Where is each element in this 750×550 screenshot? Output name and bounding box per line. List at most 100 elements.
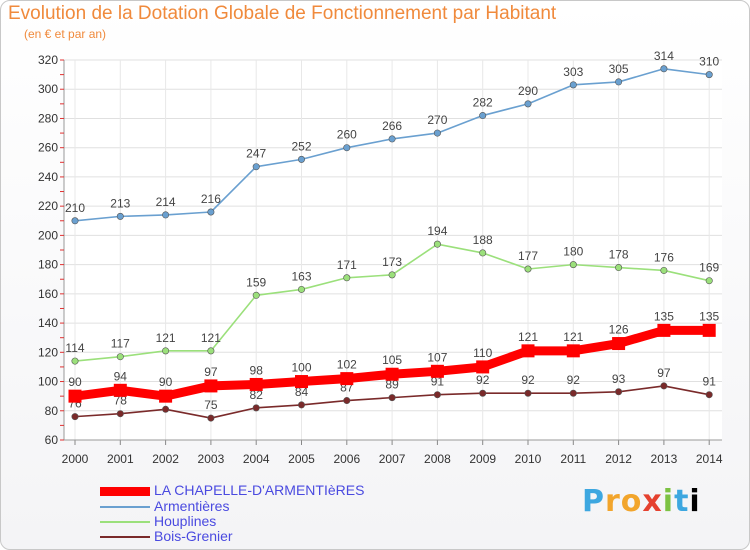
data-point (162, 347, 170, 355)
data-point (433, 129, 441, 137)
data-label: 121 (201, 331, 221, 345)
data-point (207, 414, 215, 422)
data-label: 78 (114, 394, 128, 408)
data-point (297, 155, 305, 163)
x-tick-label: 2014 (696, 452, 723, 466)
legend-label: Armentières (154, 498, 230, 514)
data-label: 169 (699, 261, 719, 275)
data-label: 107 (427, 350, 447, 364)
data-point (615, 388, 623, 396)
data-point (476, 360, 490, 374)
data-point (524, 389, 532, 397)
data-point (252, 163, 260, 171)
data-label: 121 (563, 330, 583, 344)
data-point (159, 389, 173, 403)
data-label: 75 (204, 398, 218, 412)
data-label: 92 (521, 373, 535, 387)
data-label: 98 (250, 363, 264, 377)
data-label: 121 (156, 331, 176, 345)
data-point (116, 353, 124, 361)
data-label: 97 (657, 366, 671, 380)
data-label: 100 (291, 361, 311, 375)
data-label: 84 (295, 385, 309, 399)
x-tick-label: 2010 (515, 452, 542, 466)
x-tick-label: 2009 (469, 452, 496, 466)
data-point (249, 377, 263, 391)
data-label: 310 (699, 55, 719, 69)
data-point (116, 410, 124, 418)
y-tick-label: 100 (38, 375, 58, 389)
legend-label: Houplines (154, 513, 217, 529)
data-label: 266 (382, 119, 402, 133)
data-point (204, 379, 218, 393)
legend-swatch-armentieres (100, 506, 150, 508)
data-point (615, 78, 623, 86)
data-point (340, 372, 354, 386)
y-tick-label: 120 (38, 345, 58, 359)
data-label: 90 (159, 375, 173, 389)
data-label: 97 (204, 365, 218, 379)
data-label: 90 (68, 375, 82, 389)
data-point (521, 344, 535, 358)
data-label: 216 (201, 192, 221, 206)
chart-title: Evolution de la Dotation Globale de Fonc… (8, 3, 557, 24)
data-point (566, 344, 580, 358)
data-label: 194 (427, 224, 447, 238)
data-point (343, 274, 351, 282)
data-label: 94 (114, 369, 128, 383)
data-point (705, 277, 713, 285)
data-point (68, 389, 82, 403)
data-point (705, 71, 713, 79)
legend-swatch-houplines (100, 521, 150, 523)
data-point (479, 112, 487, 120)
x-tick-label: 2004 (243, 452, 270, 466)
data-label: 290 (518, 84, 538, 98)
data-label: 270 (427, 113, 447, 127)
data-point (113, 383, 127, 397)
x-tick-label: 2005 (288, 452, 315, 466)
data-point (162, 405, 170, 413)
data-point (71, 217, 79, 225)
y-tick-label: 200 (38, 228, 58, 242)
data-label: 173 (382, 255, 402, 269)
data-label: 252 (291, 139, 311, 153)
data-point (702, 323, 716, 337)
y-tick-label: 180 (38, 258, 58, 272)
legend-swatch-bois-grenier (100, 536, 150, 538)
data-point (612, 337, 626, 351)
data-point (385, 367, 399, 381)
data-point (660, 382, 668, 390)
data-label: 247 (246, 147, 266, 161)
data-point (479, 389, 487, 397)
data-label: 305 (609, 62, 629, 76)
x-tick-label: 2008 (424, 452, 451, 466)
x-tick-label: 2012 (605, 452, 632, 466)
data-label: 176 (654, 250, 674, 264)
data-label: 126 (609, 323, 629, 337)
data-point (479, 249, 487, 257)
data-point (297, 285, 305, 293)
data-point (116, 212, 124, 220)
y-tick-label: 280 (38, 111, 58, 125)
data-label: 260 (337, 128, 357, 142)
data-point (252, 291, 260, 299)
data-label: 163 (291, 269, 311, 283)
data-point (71, 357, 79, 365)
data-point (207, 347, 215, 355)
data-label: 117 (111, 337, 130, 351)
legend-swatch-chapelle (100, 487, 150, 496)
y-tick-label: 80 (45, 404, 59, 418)
data-label: 314 (654, 49, 674, 63)
legend-label: LA CHAPELLE-D'ARMENTIèRES (154, 482, 365, 498)
data-point (524, 265, 532, 273)
data-label: 89 (385, 378, 399, 392)
data-point (569, 81, 577, 89)
data-point (430, 364, 444, 378)
y-tick-label: 60 (45, 433, 59, 447)
data-label: 210 (65, 201, 85, 215)
data-point (657, 323, 671, 337)
data-point (207, 208, 215, 216)
data-label: 213 (110, 196, 130, 210)
x-tick-label: 2013 (651, 452, 678, 466)
